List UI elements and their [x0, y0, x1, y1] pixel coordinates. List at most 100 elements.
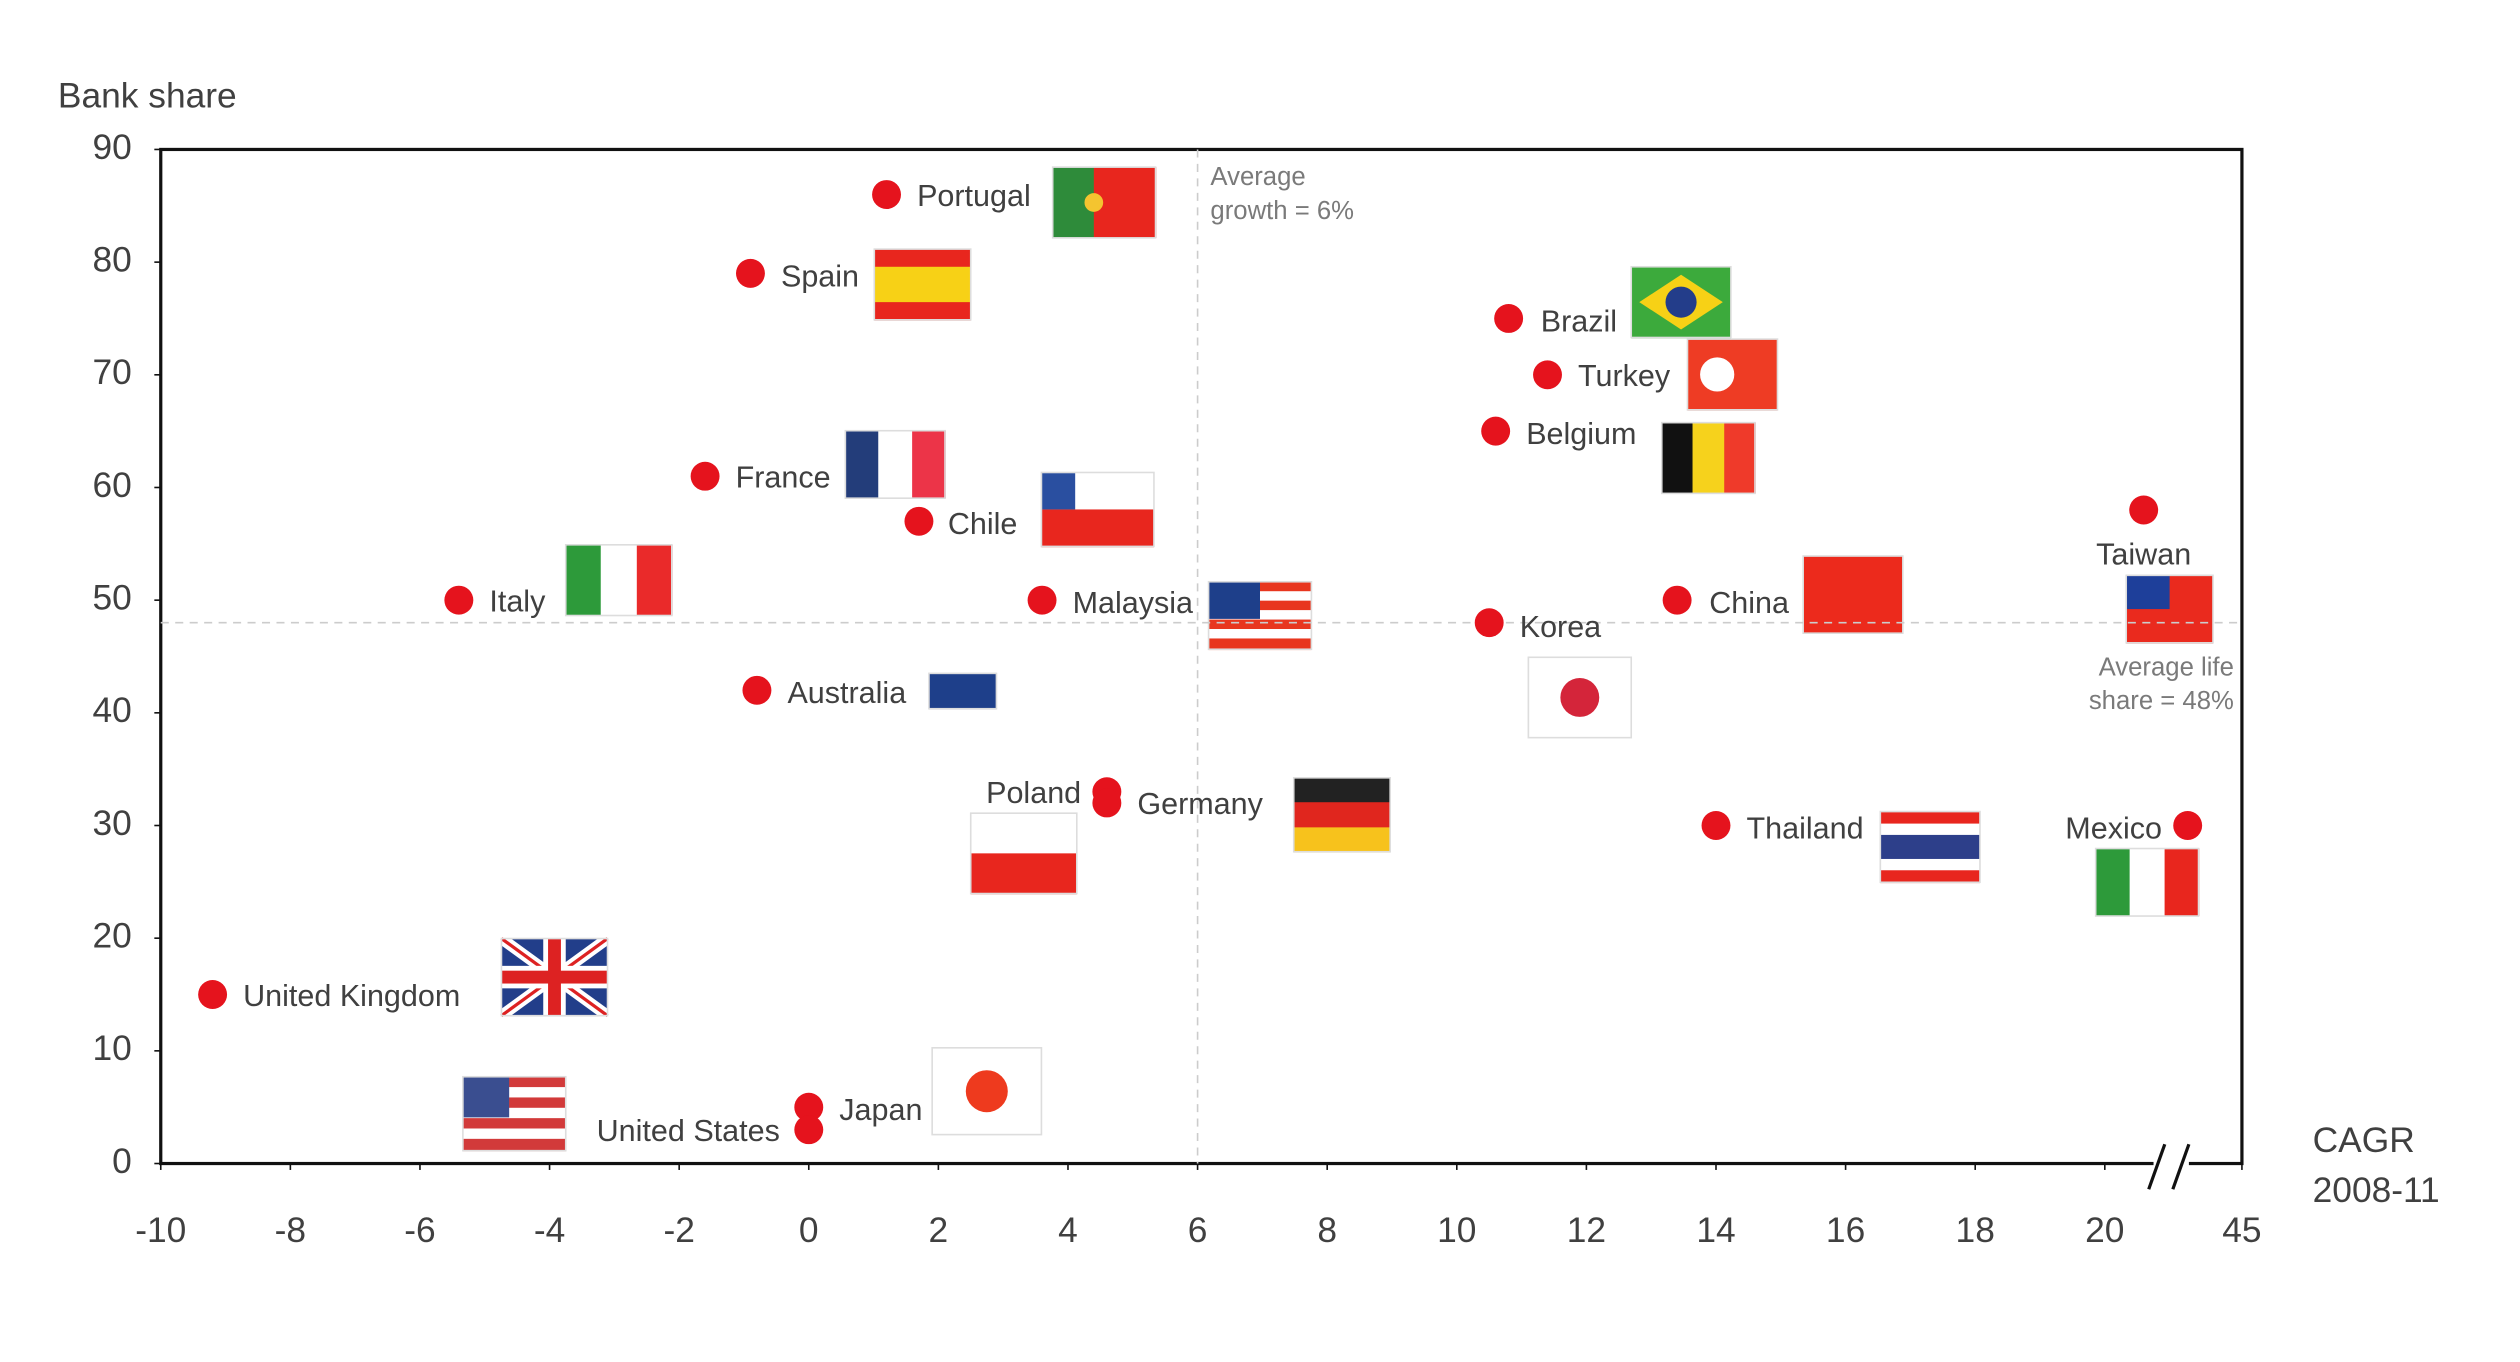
- flag-border: [1040, 471, 1155, 548]
- x-tick-label: 20: [2085, 1211, 2124, 1250]
- flag-part: [462, 1076, 566, 1088]
- point: [1481, 416, 1511, 446]
- y-tick-label: 80: [93, 240, 132, 279]
- flag-part: [874, 302, 971, 321]
- flag-border: [1527, 656, 1633, 739]
- flag-border: [1051, 166, 1157, 239]
- plot-frame: [159, 147, 2244, 1166]
- x-tick-label: 4: [1058, 1211, 1078, 1250]
- flag-border: [1292, 777, 1391, 853]
- point-label: United Kingdom: [243, 979, 460, 1013]
- flag-part: [1084, 193, 1104, 212]
- x-tick-label: 0: [799, 1211, 819, 1250]
- x-tick-label: 12: [1567, 1211, 1606, 1250]
- flag-part: [548, 938, 561, 1016]
- flag-border: [969, 812, 1078, 895]
- point: [794, 1115, 824, 1145]
- flag-part: [845, 430, 880, 499]
- flag-part: [970, 813, 1077, 855]
- point-label: France: [736, 460, 831, 494]
- x-tick-label: -8: [275, 1211, 306, 1250]
- point-label: Malaysia: [1073, 586, 1193, 620]
- flag-part: [874, 249, 971, 268]
- flag-part: [462, 1097, 566, 1109]
- flag-part: [965, 1070, 1008, 1113]
- flag-part: [1880, 870, 1980, 884]
- point-label: Korea: [1520, 610, 1601, 644]
- y-tick-label: 70: [93, 353, 132, 392]
- flag-border: [500, 937, 609, 1017]
- flag-part: [600, 544, 638, 616]
- point-label: Mexico: [2065, 811, 2162, 845]
- y-tick-label: 20: [93, 917, 132, 956]
- flag-part: [912, 430, 946, 499]
- point: [1662, 585, 1692, 615]
- point: [872, 180, 901, 209]
- point-label: Belgium: [1526, 417, 1636, 451]
- flag-part: [928, 673, 997, 710]
- point-label: China: [1709, 586, 1789, 620]
- point-label: United States: [597, 1114, 780, 1148]
- y-tick-label: 30: [93, 804, 132, 843]
- flag-part: [2126, 575, 2170, 610]
- y-tick-label: 10: [93, 1029, 132, 1068]
- x-tick-label: -10: [135, 1211, 186, 1250]
- flag-part: [1208, 629, 1312, 640]
- flag-part: [1093, 167, 1157, 238]
- point: [794, 1092, 824, 1122]
- x-tick-label: -2: [663, 1211, 694, 1250]
- point: [444, 585, 474, 615]
- average-note: Average: [1210, 163, 1305, 191]
- y-tick-label: 60: [93, 466, 132, 505]
- flag-part: [462, 1087, 566, 1099]
- flag-border: [931, 1047, 1043, 1136]
- flag-part: [2129, 848, 2166, 917]
- axis-break: [2147, 1143, 2167, 1190]
- point-label: Chile: [948, 507, 1018, 541]
- flag-border: [1207, 580, 1313, 651]
- x-tick-label: 10: [1437, 1211, 1476, 1250]
- flag-part: [1724, 422, 1756, 494]
- x-tick-label: -4: [534, 1211, 565, 1250]
- flag-border: [2125, 574, 2214, 644]
- flag-part: [970, 853, 1077, 895]
- x-tick-label: 18: [1956, 1211, 1995, 1250]
- point: [1474, 608, 1504, 638]
- point: [1701, 811, 1731, 840]
- x-tick-label: 45: [2222, 1211, 2261, 1250]
- y-tick-label: 40: [93, 691, 132, 730]
- flag-part: [1208, 581, 1260, 619]
- y-tick-label: 50: [93, 578, 132, 617]
- flag-part: [1661, 422, 1694, 494]
- flag-border: [462, 1075, 567, 1152]
- flag-border: [873, 248, 972, 321]
- flag-border: [928, 672, 998, 710]
- x-tick-label: -6: [404, 1211, 435, 1250]
- average-note: Average life: [2099, 653, 2234, 681]
- flag-part: [1665, 286, 1697, 318]
- point: [198, 980, 228, 1009]
- x-axis-title: 2008-11: [2313, 1171, 2440, 1210]
- point-label: Germany: [1137, 787, 1263, 821]
- point: [904, 506, 934, 536]
- point-label: Japan: [839, 1093, 922, 1127]
- flag-part: [462, 1138, 566, 1152]
- flag-border: [1802, 555, 1904, 634]
- point: [742, 675, 772, 705]
- point: [690, 461, 720, 491]
- x-tick-label: 8: [1317, 1211, 1337, 1250]
- flag-part: [1293, 827, 1391, 853]
- point: [735, 258, 765, 288]
- flag-part: [1880, 823, 1980, 836]
- flag-part: [1208, 638, 1312, 651]
- point-label: Turkey: [1578, 359, 1671, 393]
- flag-part: [1293, 802, 1391, 829]
- flag-part: [1560, 678, 1600, 717]
- flag-part: [1880, 834, 1980, 860]
- point-label: Australia: [787, 676, 906, 710]
- x-tick-label: 14: [1696, 1211, 1735, 1250]
- flag-part: [565, 544, 602, 616]
- y-tick-label: 90: [93, 128, 132, 167]
- flag-part: [1293, 777, 1391, 804]
